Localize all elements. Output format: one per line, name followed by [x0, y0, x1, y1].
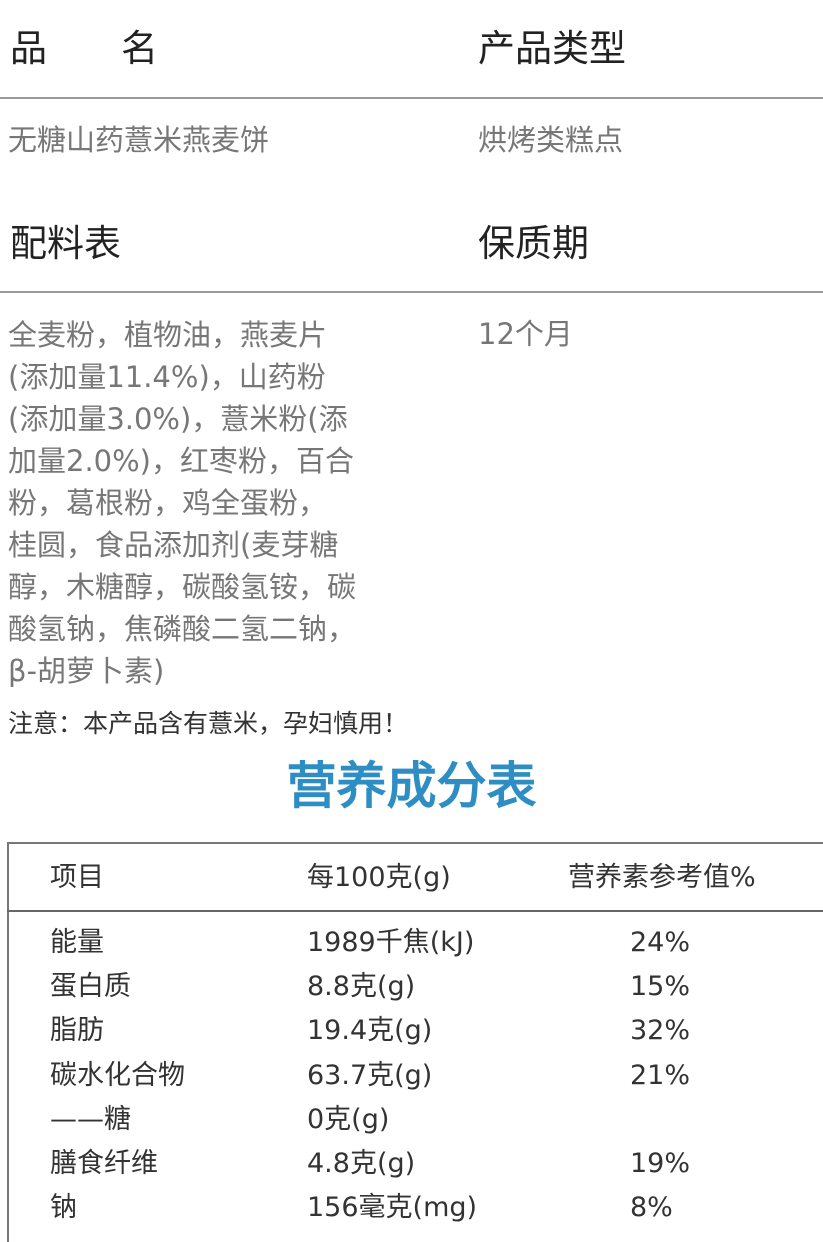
ingredients-list: 全麦粉，植物油，燕麦片 (添加量11.4%)，山药粉 (添加量3.0%)，薏米粉(添…	[8, 314, 473, 692]
ingredients-line: β-胡萝卜素)	[8, 654, 165, 688]
header-per100g: 每100克(g)	[307, 862, 451, 893]
table-cell-item: 蛋白质	[50, 971, 131, 1003]
shelf-life-label: 保质期	[478, 222, 589, 265]
table-cell-nrv: 8%	[630, 1192, 673, 1224]
table-cell-nrv: 15%	[630, 971, 691, 1003]
table-cell-per100g: 19.4克(g)	[307, 1015, 433, 1047]
product-name-label: 品 名	[10, 27, 158, 70]
table-cell-nrv: 24%	[630, 927, 691, 958]
product-type-label: 产品类型	[478, 27, 626, 70]
header-item: 项目	[50, 862, 104, 893]
divider	[0, 97, 823, 99]
nutrition-table	[7, 842, 823, 1242]
header-divider	[7, 910, 823, 912]
product-type-value: 烘烤类糕点	[478, 123, 624, 157]
table-cell-item: 碳水化合物	[50, 1059, 185, 1091]
ingredients-line: (添加量3.0%)，薏米粉(添	[8, 402, 348, 436]
table-cell-nrv: 21%	[630, 1059, 691, 1091]
table-cell-per100g: 0克(g)	[307, 1103, 390, 1135]
table-cell-per100g: 1989千焦(kJ)	[307, 927, 475, 958]
divider	[0, 291, 823, 293]
table-cell-item: 钠	[50, 1192, 77, 1224]
ingredients-line: 粉，葛根粉，鸡全蛋粉，	[8, 486, 328, 520]
table-cell-nrv: 19%	[630, 1148, 691, 1179]
header-nrv: 营养素参考值%	[568, 862, 756, 893]
ingredients-label: 配料表	[10, 222, 121, 265]
table-cell-per100g: 156毫克(mg)	[307, 1192, 478, 1224]
table-cell-nrv: 32%	[630, 1015, 691, 1047]
ingredients-line: (添加量11.4%)，山药粉	[8, 360, 326, 394]
ingredients-line: 加量2.0%)，红枣粉，百合	[8, 444, 354, 478]
table-cell-per100g: 8.8克(g)	[307, 971, 416, 1003]
ingredients-line: 醇，木糖醇，碳酸氢铵，碳	[8, 570, 357, 604]
table-cell-item: 膳食纤维	[50, 1148, 158, 1179]
table-cell-item: 能量	[50, 927, 104, 958]
table-cell-item: ——糖	[50, 1103, 131, 1135]
shelf-life-value: 12个月	[478, 317, 573, 351]
nutrition-title: 营养成分表	[286, 757, 537, 815]
ingredients-line: 酸氢钠，焦磷酸二氢二钠，	[8, 612, 357, 646]
ingredients-line: 全麦粉，植物油，燕麦片	[8, 318, 328, 352]
table-cell-per100g: 4.8克(g)	[307, 1148, 416, 1179]
table-cell-item: 脂肪	[50, 1015, 104, 1047]
ingredients-line: 桂圆，食品添加剂(麦芽糖	[8, 528, 339, 562]
notice: 注意：本产品含有薏米，孕妇慎用！	[8, 709, 409, 738]
table-cell-per100g: 63.7克(g)	[307, 1059, 433, 1091]
product-name-value: 无糖山药薏米燕麦饼	[8, 123, 270, 157]
